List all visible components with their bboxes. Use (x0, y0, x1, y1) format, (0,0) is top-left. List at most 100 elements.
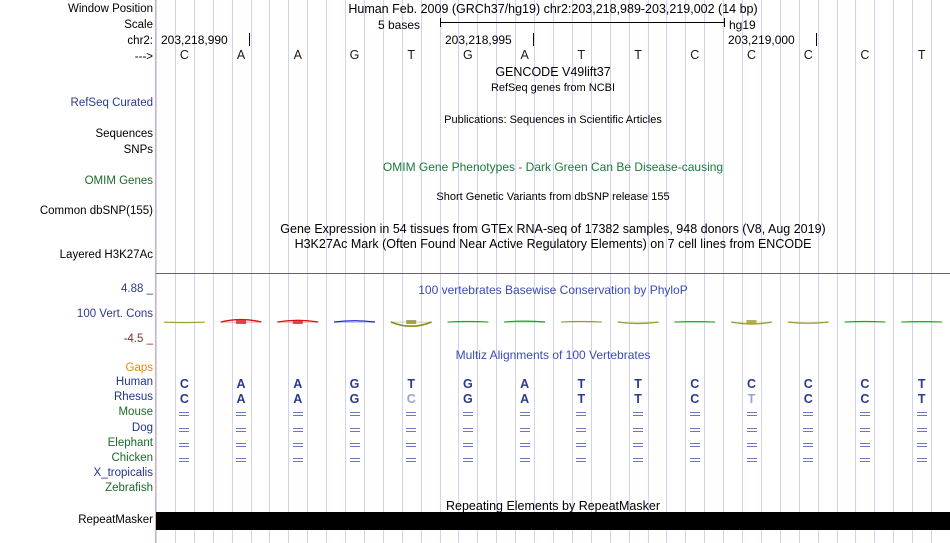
alignment-base: A (236, 377, 246, 391)
omim-track-title: OMIM Gene Phenotypes - Dark Green Can Be… (382, 160, 724, 174)
coordinate-tick (816, 33, 817, 46)
alignment-match-mark (518, 458, 532, 463)
grid-line (610, 0, 611, 543)
alignment-base: A (236, 392, 246, 407)
alignment-match-mark (915, 412, 929, 417)
grid-line (666, 0, 667, 543)
alignment-row (156, 483, 950, 497)
conservation-bar (787, 321, 829, 324)
sidebar-item-common-dbsnp[interactable]: Common dbSNP(155) (39, 205, 153, 217)
species-label-mouse[interactable]: Mouse (118, 406, 153, 419)
species-label-dog[interactable]: Dog (131, 421, 153, 434)
sidebar-item-gaps[interactable]: Gaps (125, 362, 154, 374)
grid-line (855, 0, 856, 543)
alignment-match-mark (915, 427, 929, 433)
grid-line (383, 0, 384, 543)
sidebar-item-omim-genes[interactable]: OMIM Genes (84, 175, 153, 187)
ruler-base: G (463, 48, 473, 62)
grid-line (269, 0, 270, 543)
alignment-base: A (520, 377, 530, 391)
alignment-base: G (463, 392, 473, 407)
conservation-baseline (560, 321, 602, 323)
alignment-row (156, 468, 950, 482)
repeatmasker-track-title: Repeating Elements by RepeatMasker (445, 499, 660, 513)
coordinate-tick (249, 33, 250, 46)
alignment-row (156, 407, 950, 421)
alignment-match-mark (348, 442, 362, 448)
grid-line (175, 0, 176, 543)
sidebar-item-snps[interactable]: SNPs (123, 144, 153, 156)
alignment-match-mark (915, 442, 929, 448)
alignment-base: T (577, 377, 586, 391)
species-label-x_tropicalis[interactable]: X_tropicalis (93, 467, 153, 480)
alignment-base: C (746, 377, 757, 391)
grid-line (893, 0, 894, 543)
conservation-baseline (787, 321, 829, 323)
grid-line (799, 0, 800, 543)
strand-arrow-label: ---> (134, 51, 153, 63)
alignment-match-mark (688, 427, 702, 433)
conservation-baseline (844, 321, 886, 323)
sidebar-item-refseq-curated[interactable]: RefSeq Curated (70, 97, 153, 109)
gtex-track-title: Gene Expression in 54 tissues from GTEx … (280, 222, 826, 236)
species-label-chicken[interactable]: Chicken (111, 452, 153, 464)
multiz-track-title: Multiz Alignments of 100 Vertebrates (455, 348, 651, 362)
alignment-match-mark (631, 458, 645, 463)
alignment-match-mark (688, 442, 702, 448)
coordinate-label: 203,218,990 (161, 33, 228, 47)
assembly-db-label: hg19 (729, 18, 756, 32)
grid-line (232, 0, 233, 543)
grid-line (213, 0, 214, 543)
alignment-base: T (917, 377, 926, 391)
alignment-base: C (179, 392, 189, 407)
ruler-base: T (407, 48, 416, 62)
conservation-bar (504, 320, 546, 323)
species-label-rhesus[interactable]: Rhesus (114, 391, 153, 404)
alignment-match-mark (631, 412, 645, 417)
conservation-bar (844, 320, 886, 323)
alignment-match-mark (461, 442, 475, 448)
sidebar-item-100-vert-cons[interactable]: 100 Vert. Cons (76, 308, 153, 320)
grid-line (156, 0, 157, 543)
repeatmasker-bar[interactable] (156, 512, 950, 530)
ruler-base: T (917, 48, 926, 62)
alignment-match-mark (177, 427, 191, 433)
sidebar-item-sequences[interactable]: Sequences (95, 128, 153, 140)
species-label-elephant[interactable]: Elephant (107, 436, 153, 449)
ruler-base: C (179, 48, 189, 62)
scale-label: Scale (124, 19, 153, 31)
conservation-chart[interactable] (156, 300, 950, 345)
alignment-match-mark (518, 427, 532, 433)
coordinate-tick (533, 33, 534, 46)
alignment-match-mark (404, 442, 418, 448)
alignment-base: T (747, 392, 756, 407)
ruler-base: C (803, 48, 813, 62)
alignment-base: A (293, 377, 303, 391)
grid-line (496, 0, 497, 543)
conservation-baseline (447, 321, 489, 323)
track-label-column: Window Position Scale chr2: ---> RefSeq … (0, 0, 155, 543)
grid-line (326, 0, 327, 543)
track-data-area[interactable]: Human Feb. 2009 (GRCh37/hg19) chr2:203,2… (156, 0, 950, 543)
grid-line (761, 0, 762, 543)
species-label-human[interactable]: Human (115, 376, 153, 388)
alignment-match-mark (574, 458, 588, 463)
alignment-base: C (690, 377, 700, 391)
alignment-match-mark (745, 412, 759, 417)
scale-value-label: 5 bases (378, 18, 421, 32)
sidebar-item-repeatmasker[interactable]: RepeatMasker (78, 514, 153, 526)
alignment-base: C (690, 392, 700, 407)
grid-line (251, 0, 252, 543)
species-label-zebrafish[interactable]: Zebrafish (105, 482, 153, 495)
alignment-match-mark (801, 442, 815, 448)
ruler-base: C (690, 48, 700, 62)
h3k27ac-track-title: H3K27Ac Mark (Often Found Near Active Re… (294, 237, 812, 251)
conservation-min-value: -4.5 _ (123, 333, 153, 345)
alignment-match-mark (348, 427, 362, 433)
alignment-match-mark (291, 427, 305, 433)
grid-line (931, 0, 932, 543)
sidebar-item-layered-h3k27ac[interactable]: Layered H3K27Ac (59, 249, 153, 261)
alignment-match-mark (745, 442, 759, 448)
grid-line (515, 0, 516, 543)
